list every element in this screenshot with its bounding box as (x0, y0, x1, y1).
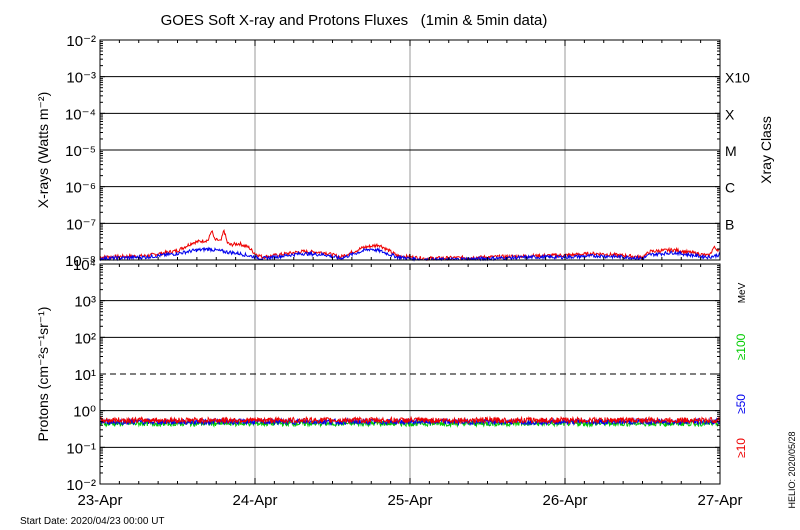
proton-trace-red (99, 415, 721, 425)
proton-y-axis-label: Protons (cm⁻²s⁻¹sr⁻¹) (35, 307, 51, 442)
proton-panel: 10⁻² 10⁻¹ 10⁰ 10¹ 10² 10³ 10⁴ ≥10 ≥50 ≥100 Proto… (35, 257, 748, 494)
proton-y-tick-label: 10⁻¹ (66, 440, 96, 457)
xray-y-tick-label: 10⁻³ (66, 70, 96, 87)
xray-y-tick-label: 10⁻⁴ (65, 106, 96, 123)
xray-class-label: X (725, 106, 735, 122)
credit-label: HELIO: 2020/05/28 (787, 431, 797, 508)
proton-y-tick-label: 10³ (74, 294, 96, 311)
proton-y-tick-label: 10⁴ (73, 257, 96, 274)
x-tick-label: 26-Apr (542, 492, 587, 509)
xray-y-tick-label: 10⁻⁶ (65, 180, 96, 197)
xray-gridlines (100, 40, 720, 260)
xray-class-axis-label: Xray Class (758, 116, 774, 184)
x-tick-labels: 23-Apr 24-Apr 25-Apr 26-Apr 27-Apr (77, 40, 743, 509)
proton-gridlines (100, 264, 720, 484)
proton-legend-entry: ≥50 (734, 394, 748, 414)
xray-y-axis-label: X-rays (Watts m⁻²) (35, 92, 51, 209)
xray-class-label: M (725, 143, 737, 159)
xray-y-tick-label: 10⁻⁸ (65, 253, 96, 270)
xray-class-label: X10 (725, 70, 750, 86)
xray-y-tick-label: 10⁻⁷ (66, 216, 96, 233)
xray-y-tick-label: 10⁻⁵ (65, 143, 96, 160)
proton-series-group (99, 415, 721, 428)
xray-class-label: B (725, 216, 734, 232)
proton-legend-entry: ≥10 (734, 438, 748, 458)
proton-y-tick-label: 10⁻² (66, 477, 96, 494)
xray-class-label: C (725, 180, 735, 196)
xray-y-tick-label: 10⁻² (66, 33, 96, 50)
x-tick-label: 25-Apr (387, 492, 432, 509)
proton-legend-entry: ≥100 (734, 333, 748, 360)
proton-y-tick-label: 10² (74, 330, 96, 347)
start-date-label: Start Date: 2020/04/23 00:00 UT (20, 516, 165, 527)
proton-y-tick-labels: 10⁻² 10⁻¹ 10⁰ 10¹ 10² 10³ 10⁴ (66, 257, 720, 494)
proton-energy-legend: ≥10 ≥50 ≥100 (734, 333, 748, 458)
x-tick-label: 24-Apr (232, 492, 277, 509)
xray-class-labels: B C M X X10 (725, 70, 750, 233)
chart-title: GOES Soft X-ray and Protons Fluxes (1min… (161, 12, 548, 29)
xray-y-tick-labels: 10⁻⁸ 10⁻⁷ 10⁻⁶ 10⁻⁵ 10⁻⁴ 10⁻³ 10⁻² (65, 33, 720, 270)
proton-y-tick-label: 10⁰ (73, 404, 96, 421)
xray-panel: 10⁻⁸ 10⁻⁷ 10⁻⁶ 10⁻⁵ 10⁻⁴ 10⁻³ 10⁻² B C M X X10 X-r… (35, 33, 774, 270)
x-tick-label: 27-Apr (697, 492, 742, 509)
x-tick-label: 23-Apr (77, 492, 122, 509)
proton-y-tick-label: 10¹ (74, 367, 96, 384)
energy-unit-label: MeV (737, 282, 748, 303)
